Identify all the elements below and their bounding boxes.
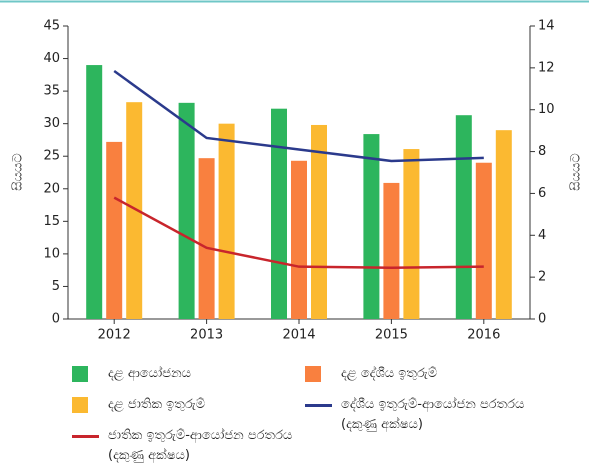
legend-swatch (72, 435, 99, 438)
line (113, 69, 484, 163)
legend-label: දළ දේශීය ඉතුරුම් (341, 366, 438, 381)
legend-swatch (72, 366, 88, 382)
chart: සියයට සියයට 0 5 10 15 20 25 30 35 40 45 0 2 4 6 8 10 12 1… (0, 0, 589, 343)
y-tick-label: 15 (43, 214, 60, 229)
legend-label: දළ ආයෝජනය (108, 366, 191, 381)
y2-tick-label: 4 (538, 228, 546, 243)
y-tick-label: 30 (43, 116, 60, 131)
y-tick-label: 40 (43, 51, 60, 66)
y-tick-label: 20 (43, 181, 60, 196)
legend-swatch (72, 397, 88, 413)
bar (475, 162, 492, 319)
y-tick-label: 0 (52, 312, 60, 327)
y-tick-label: 35 (43, 84, 60, 99)
bar (86, 65, 103, 319)
x-tick-label: 2015 (375, 328, 408, 343)
x-tick-label: 2014 (282, 328, 315, 343)
y2-tick-label: 12 (538, 60, 555, 75)
bar (178, 102, 195, 319)
y-tick-label: 10 (43, 246, 60, 261)
bar (311, 124, 327, 319)
bar (455, 115, 472, 319)
bar (106, 141, 123, 319)
bar (218, 123, 235, 320)
y2-tick-label: 6 (538, 186, 546, 201)
y-tick-label: 25 (43, 149, 60, 164)
x-tick-label: 2013 (190, 328, 223, 343)
bar (383, 182, 400, 319)
y2-tick-label: 8 (538, 144, 546, 159)
bar (291, 160, 307, 319)
legend-label: දේශීය ඉතුරුම්-ආයෝජන පරතරය (දකුණු අක්ෂය) (341, 397, 525, 432)
bar (363, 134, 380, 319)
y2-tick-label: 2 (538, 270, 546, 285)
y-tick-label: 45 (43, 19, 60, 34)
bar (198, 158, 215, 319)
y-tick-label: 5 (52, 279, 60, 294)
legend-label: දළ ජාතික ඉතුරුම් (108, 397, 206, 412)
bar (271, 108, 287, 320)
bar (495, 130, 512, 319)
y2-axis-label: සියයට (569, 153, 584, 190)
legend-label: ජාතික ඉතුරුම්-ආයෝජන පරතරය (දකුණු අක්ෂය) (108, 428, 293, 463)
y-axis-label: සියයට (11, 153, 26, 190)
legend-swatch (305, 404, 332, 407)
y2-tick-label: 10 (538, 102, 555, 117)
line (113, 196, 484, 269)
bar (126, 102, 143, 320)
x-tick-label: 2016 (467, 328, 500, 343)
y2-tick-label: 14 (538, 19, 555, 34)
x-tick-label: 2012 (98, 328, 131, 343)
legend-swatch (305, 366, 321, 382)
bar (403, 149, 420, 319)
y2-tick-label: 0 (538, 312, 546, 327)
